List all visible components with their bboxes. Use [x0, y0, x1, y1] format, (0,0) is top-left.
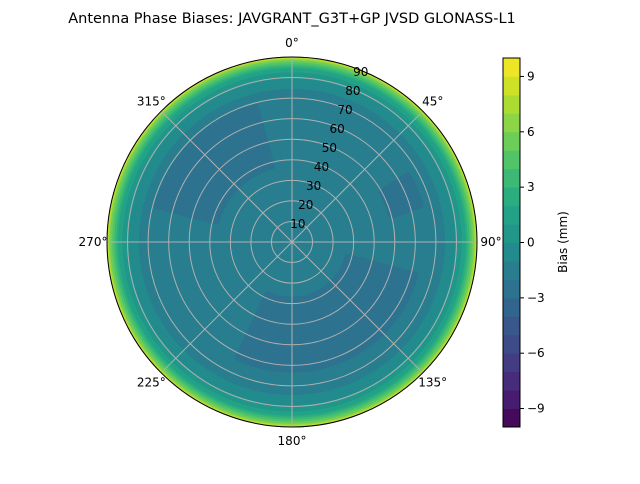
colorbar-tick-label: −6 [527, 346, 545, 360]
colorbar-level [503, 187, 520, 207]
angular-tick-label: 225° [137, 376, 166, 390]
colorbar-level [503, 316, 520, 336]
colorbar-level [503, 371, 520, 391]
colorbar-level [503, 113, 520, 133]
radial-tick-label: 10 [290, 217, 305, 231]
colorbar-level [503, 205, 520, 225]
colorbar: 9 6 3 0 −3 −6 −9 [502, 57, 545, 428]
colorbar-level [503, 390, 520, 410]
colorbar-level [503, 224, 520, 243]
radial-tick-label: 30 [306, 179, 321, 193]
colorbar-tick-label: 0 [527, 236, 535, 250]
colorbar-tick-label: −3 [527, 291, 545, 305]
colorbar-tick-label: −9 [527, 402, 545, 416]
radial-tick-label: 80 [345, 84, 360, 98]
angular-gridline [160, 241, 293, 374]
colorbar-level [503, 168, 520, 188]
polar-outline [106, 56, 478, 428]
radial-tick-label: 40 [314, 160, 329, 174]
colorbar-level [503, 260, 520, 280]
angular-tick-label: 90° [480, 235, 501, 249]
colorbar-level [503, 242, 520, 262]
contour-patch [235, 253, 419, 373]
colorbar-tick-label: 9 [527, 69, 535, 83]
radial-tick-label: 70 [337, 103, 352, 117]
colorbar-level [503, 408, 520, 428]
radial-tick-label: 50 [322, 141, 337, 155]
polar-tick-labels: 0° 45° 90° 135° 180° 225° 270° 315° 10 20 30 40 50 60… [79, 36, 502, 448]
angular-tick-label: 270° [79, 235, 108, 249]
radial-tick-label: 90 [353, 65, 368, 79]
colorbar-tick-label: 3 [527, 180, 535, 194]
angular-tick-label: 135° [418, 376, 447, 390]
angular-gridline [291, 110, 424, 243]
colorbar-tick-label: 6 [527, 125, 535, 139]
colorbar-level [503, 76, 520, 96]
colorbar-level [503, 334, 520, 354]
colorbar-level [503, 297, 520, 317]
radial-tick-label: 60 [330, 122, 345, 136]
colorbar-level [503, 58, 520, 77]
angular-tick-label: 45° [422, 94, 443, 108]
colorbar-level [503, 279, 520, 299]
angular-tick-label: 180° [278, 434, 307, 448]
colorbar-level [503, 353, 520, 373]
angular-tick-label: 0° [285, 36, 299, 50]
angular-tick-label: 315° [137, 94, 166, 108]
radial-tick-label: 20 [298, 198, 313, 212]
colorbar-level [503, 150, 520, 170]
chart-title: Antenna Phase Biases: JAVGRANT_G3T+GP JV… [68, 11, 516, 27]
angular-gridline [291, 241, 424, 374]
colorbar-level [503, 94, 520, 114]
colorbar-label: Bias (mm) [556, 211, 570, 273]
colorbar-level [503, 131, 520, 151]
polar-grid [106, 56, 478, 428]
angular-gridline [160, 110, 293, 243]
